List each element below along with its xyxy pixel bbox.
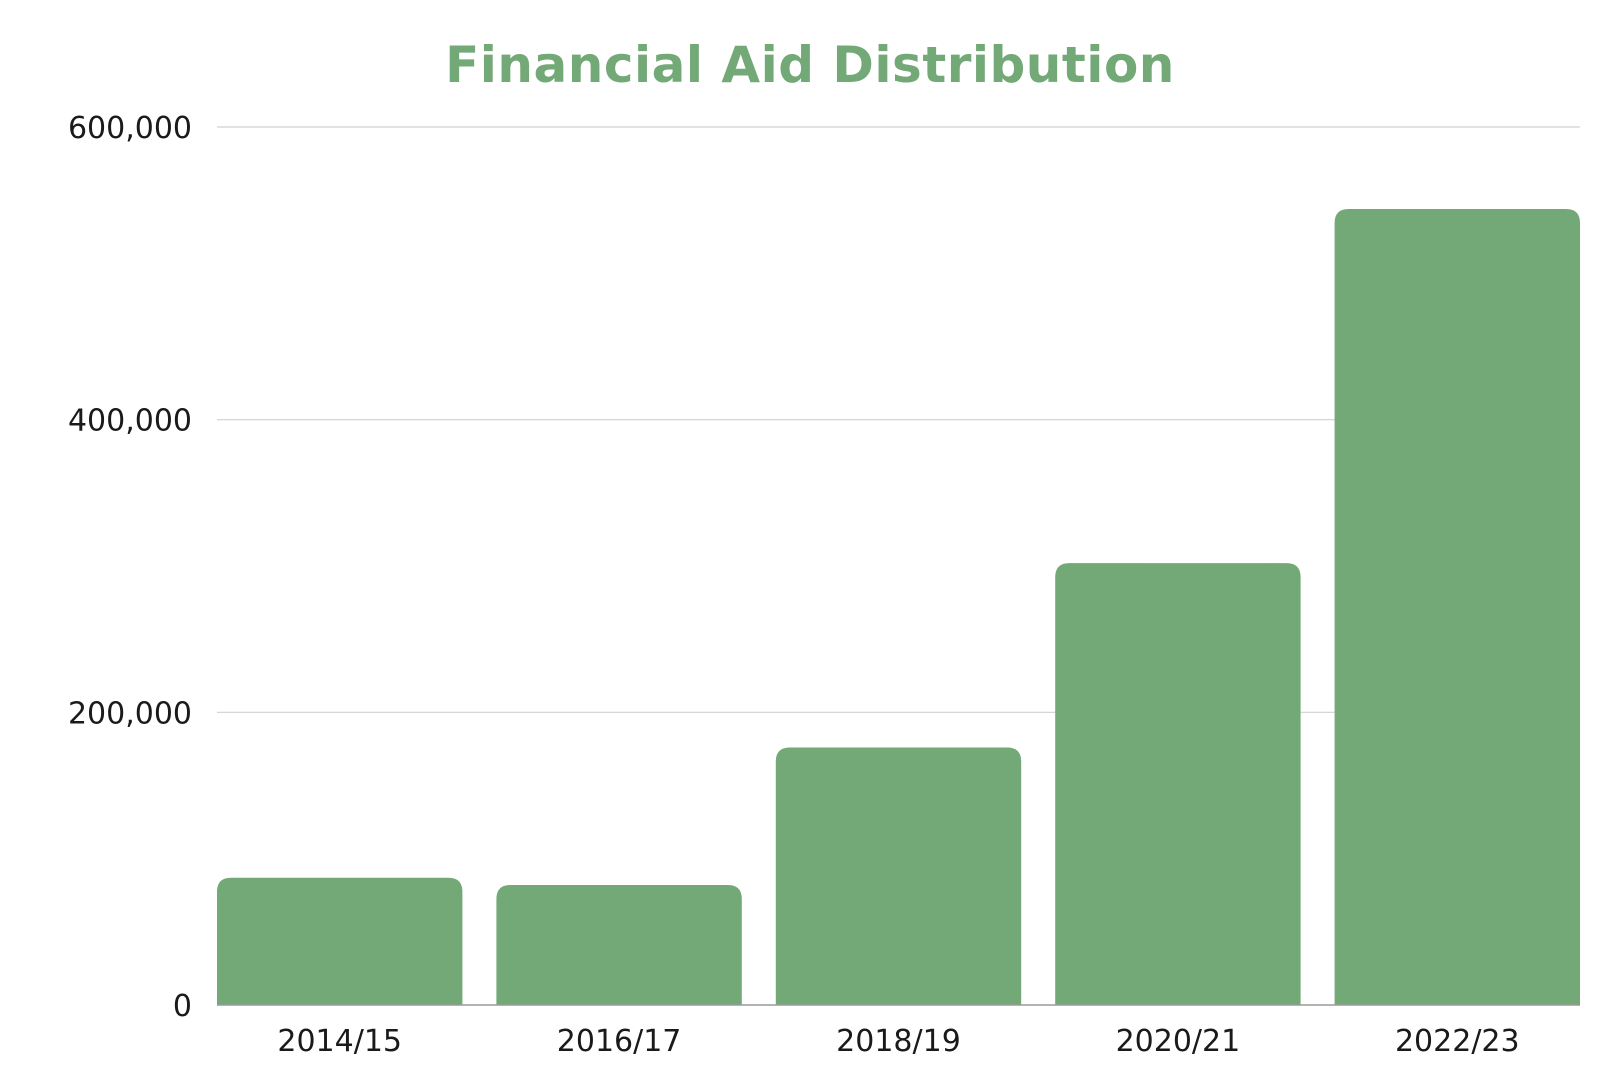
- x-axis-ticks: 2014/15 2016/17 2018/19 2020/21 2022/23: [277, 1024, 1519, 1059]
- x-tick-label: 2022/23: [1395, 1024, 1520, 1059]
- bar-2020-21: [1055, 563, 1301, 1005]
- x-tick-label: 2020/21: [1116, 1024, 1241, 1059]
- x-tick-label: 2018/19: [836, 1024, 961, 1059]
- bar-2018-19: [775, 747, 1022, 1005]
- y-tick-label: 200,000: [68, 696, 192, 731]
- bar-2016-17: [496, 885, 742, 1005]
- y-tick-label: 0: [173, 989, 192, 1024]
- x-tick-label: 2014/15: [277, 1024, 402, 1059]
- bars: [217, 208, 1580, 1006]
- y-tick-label: 600,000: [68, 111, 192, 146]
- y-tick-label: 400,000: [68, 404, 192, 439]
- x-tick-label: 2016/17: [557, 1024, 682, 1059]
- bar-2022-23: [1334, 208, 1580, 1006]
- bar-2014-15: [217, 877, 463, 1005]
- y-axis-ticks: 0 200,000 400,000 600,000: [68, 111, 192, 1024]
- chart-title: Financial Aid Distribution: [445, 36, 1175, 94]
